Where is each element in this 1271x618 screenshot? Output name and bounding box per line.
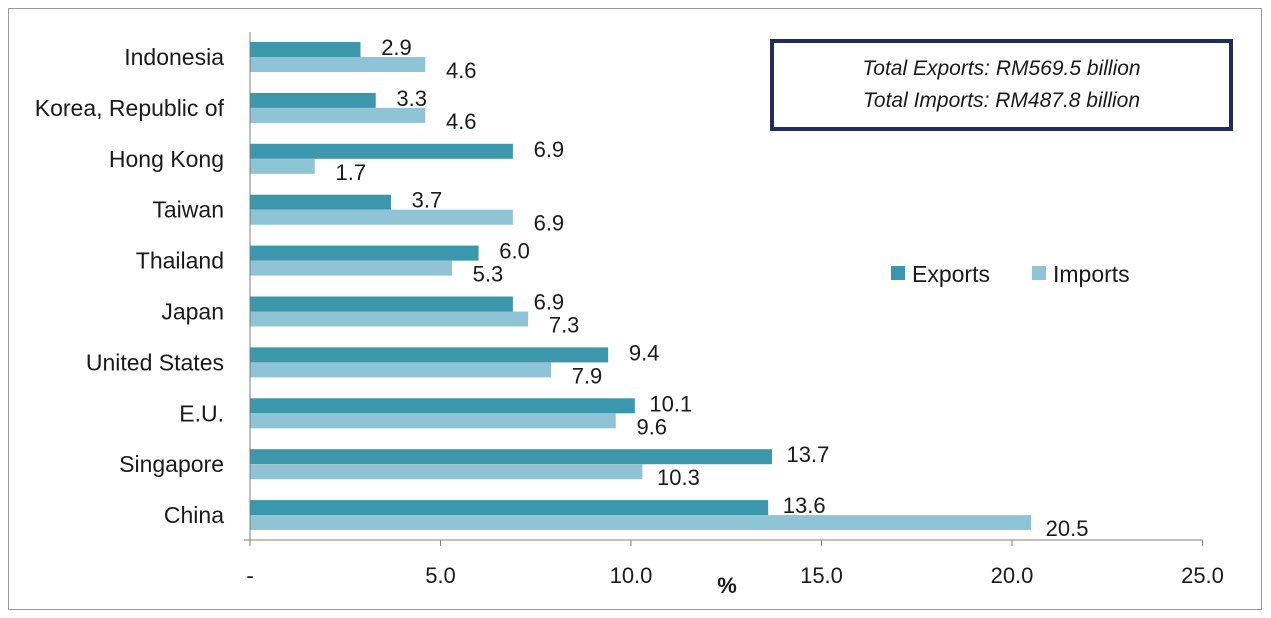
value-label-imports-japan: 7.3: [549, 313, 580, 338]
value-label-exports-indonesia: 2.9: [381, 35, 412, 60]
value-label-imports-china: 20.5: [1046, 516, 1089, 541]
category-label-taiwan: Taiwan: [152, 197, 224, 223]
category-label-japan: Japan: [161, 299, 224, 325]
x-tick-label-0: -: [246, 563, 253, 588]
bar-imports-singapore: [250, 464, 643, 480]
value-label-exports-taiwan: 3.7: [412, 188, 443, 213]
category-label-thailand: Thailand: [136, 248, 224, 274]
bar-exports-indonesia: [250, 42, 361, 57]
x-tick-label-2: 10.0: [610, 563, 653, 588]
value-label-imports-hong-kong: 1.7: [335, 160, 366, 185]
category-label-e-u: E.U.: [179, 400, 224, 426]
value-label-exports-singapore: 13.7: [787, 442, 830, 467]
value-labels: 2.94.63.34.66.91.73.76.96.05.36.97.39.47…: [335, 35, 1088, 541]
bar-imports-japan: [250, 311, 529, 327]
value-label-exports-china: 13.6: [783, 493, 826, 518]
value-label-imports-singapore: 10.3: [657, 465, 700, 490]
category-label-united-states: United States: [86, 349, 224, 375]
value-label-exports-korea-republic-of: 3.3: [396, 86, 427, 111]
value-label-imports-e-u: 9.6: [636, 414, 667, 439]
value-label-imports-korea-republic-of: 4.6: [446, 109, 477, 134]
legend-label-imports: Imports: [1053, 261, 1130, 287]
category-label-korea-republic-of: Korea, Republic of: [35, 95, 225, 121]
x-tick-label-4: 20.0: [991, 563, 1034, 588]
category-label-china: China: [164, 502, 224, 528]
bar-imports-indonesia: [250, 57, 426, 72]
bar-exports-hong-kong: [250, 143, 513, 159]
value-label-imports-taiwan: 6.9: [534, 211, 565, 236]
category-label-singapore: Singapore: [119, 451, 224, 477]
legend-swatch-imports: [1032, 266, 1046, 280]
value-label-exports-e-u: 10.1: [649, 391, 692, 416]
bar-imports-united-states: [250, 362, 551, 378]
bar-exports-korea-republic-of: [250, 92, 376, 108]
bar-imports-thailand: [250, 260, 452, 276]
value-label-imports-thailand: 5.3: [473, 262, 504, 287]
bar-imports-taiwan: [250, 209, 513, 225]
legend-swatch-exports: [891, 266, 905, 280]
bar-exports-japan: [250, 296, 513, 312]
bar-exports-china: [250, 500, 769, 516]
x-tick-label-5: 25.0: [1181, 563, 1224, 588]
bar-exports-e-u: [250, 398, 635, 414]
value-label-exports-hong-kong: 6.9: [534, 137, 565, 162]
value-label-imports-indonesia: 4.6: [446, 58, 477, 83]
bar-exports-singapore: [250, 449, 772, 465]
bar-imports-e-u: [250, 413, 616, 429]
total-imports-text: Total Imports: RM487.8 billion: [862, 89, 1141, 112]
x-tick-label-1: 5.0: [425, 563, 456, 588]
category-labels: Indonesia Korea, Republic of Hong Kong Taiw…: [35, 44, 225, 528]
x-axis: - 5.0 10.0 15.0 20.0 25.0: [244, 32, 1224, 588]
bar-imports-hong-kong: [250, 158, 315, 174]
category-label-indonesia: Indonesia: [124, 44, 224, 70]
value-label-exports-thailand: 6.0: [499, 239, 530, 264]
bar-exports-united-states: [250, 347, 609, 363]
value-label-imports-united-states: 7.9: [572, 363, 603, 388]
value-label-exports-united-states: 9.4: [629, 340, 660, 365]
total-exports-text: Total Exports: RM569.5 billion: [862, 57, 1141, 80]
legend: Exports Imports: [891, 261, 1130, 287]
bar-imports-korea-republic-of: [250, 107, 426, 123]
bar-imports-china: [250, 515, 1032, 531]
bar-exports-taiwan: [250, 194, 391, 210]
legend-label-exports: Exports: [912, 261, 990, 287]
value-label-exports-japan: 6.9: [534, 290, 565, 315]
totals-box: Total Exports: RM569.5 billion Total Imp…: [770, 39, 1233, 131]
x-tick-label-3: 15.0: [800, 563, 843, 588]
bars-group: [250, 42, 1032, 531]
x-axis-label: %: [717, 573, 737, 598]
bar-exports-thailand: [250, 245, 479, 261]
category-label-hong-kong: Hong Kong: [109, 146, 224, 172]
